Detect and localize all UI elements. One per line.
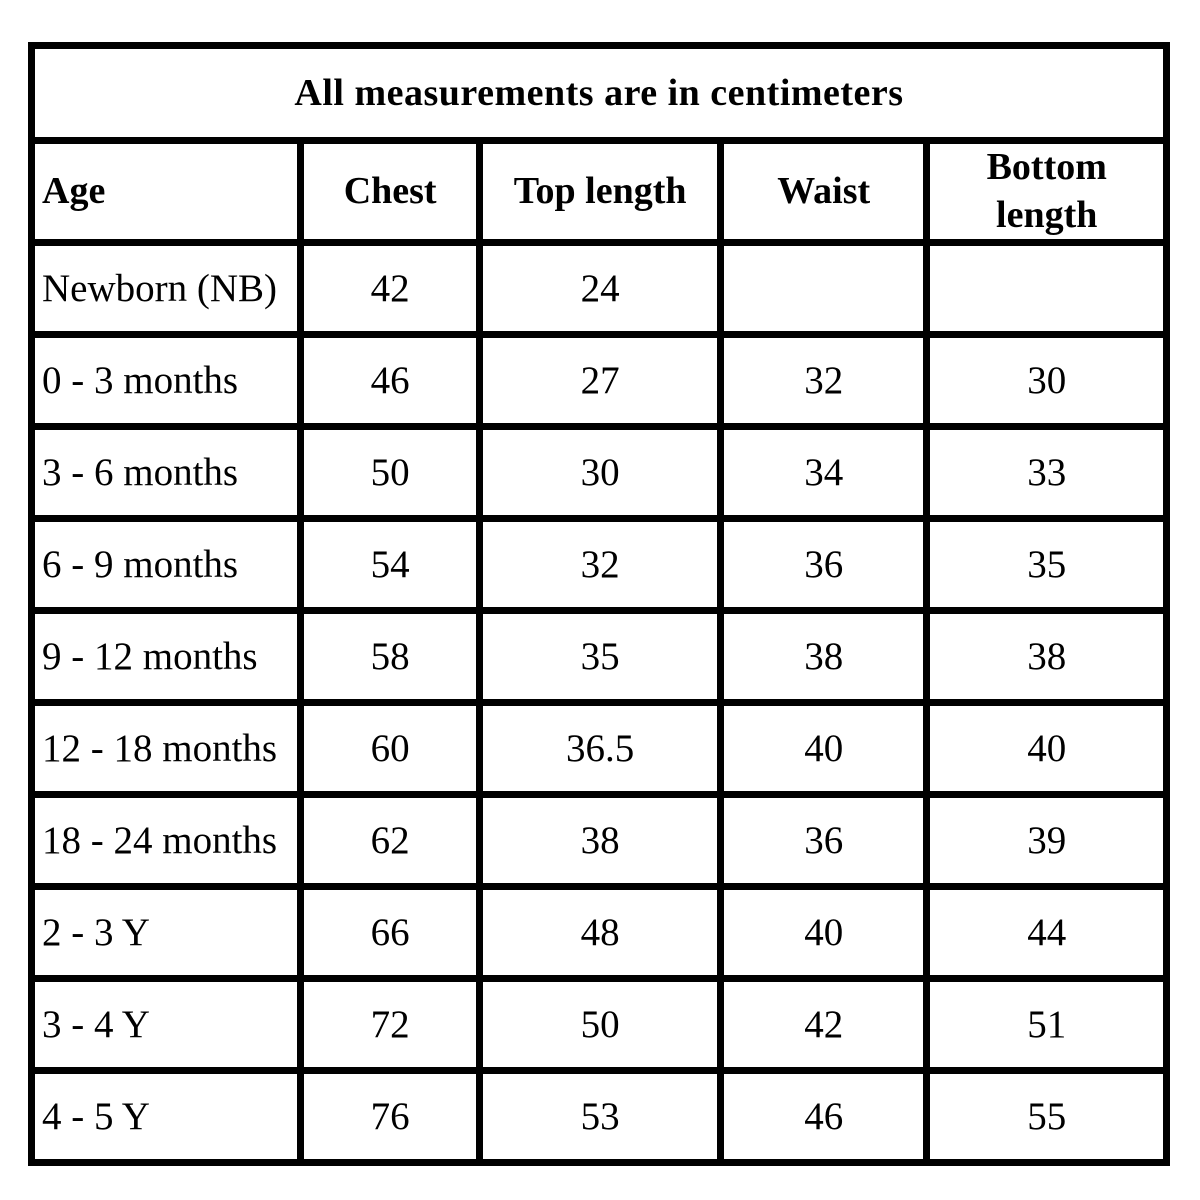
- top-length-cell: 36.5: [476, 699, 724, 798]
- waist-cell: 34: [716, 423, 931, 522]
- bottom-length-cell: 55: [923, 1067, 1170, 1166]
- table-row: 0 - 3 months 46 27 32 30: [28, 331, 1170, 430]
- table-title-row: All measurements are in centimeters: [28, 42, 1170, 144]
- table-row: 9 - 12 months 58 35 38 38: [28, 607, 1170, 706]
- top-length-cell: 30: [476, 423, 724, 522]
- top-length-cell: 35: [476, 607, 724, 706]
- bottom-length-cell: 44: [923, 883, 1170, 982]
- top-length-cell: 24: [476, 239, 724, 338]
- chest-cell: 46: [296, 331, 484, 430]
- top-length-cell: 27: [476, 331, 724, 430]
- bottom-length-cell: 38: [923, 607, 1170, 706]
- top-length-cell: 50: [476, 975, 724, 1074]
- size-chart-table: All measurements are in centimeters Age …: [28, 42, 1170, 1166]
- waist-cell: 40: [716, 883, 931, 982]
- chest-cell: 76: [296, 1067, 484, 1166]
- table-title: All measurements are in centimeters: [28, 42, 1170, 144]
- chest-cell: 54: [296, 515, 484, 614]
- bottom-length-cell: 40: [923, 699, 1170, 798]
- waist-cell: 38: [716, 607, 931, 706]
- chest-cell: 50: [296, 423, 484, 522]
- table-row: 4 - 5 Y 76 53 46 55: [28, 1067, 1170, 1166]
- header-chest: Chest: [296, 137, 484, 246]
- age-cell: Newborn (NB): [28, 239, 304, 338]
- waist-cell: 40: [716, 699, 931, 798]
- waist-cell: [716, 239, 931, 338]
- age-cell: 18 - 24 months: [28, 791, 304, 890]
- waist-cell: 46: [716, 1067, 931, 1166]
- top-length-cell: 38: [476, 791, 724, 890]
- age-cell: 0 - 3 months: [28, 331, 304, 430]
- header-age: Age: [28, 137, 304, 246]
- waist-cell: 36: [716, 791, 931, 890]
- table-row: 18 - 24 months 62 38 36 39: [28, 791, 1170, 890]
- header-waist: Waist: [716, 137, 931, 246]
- age-cell: 4 - 5 Y: [28, 1067, 304, 1166]
- bottom-length-cell: 35: [923, 515, 1170, 614]
- top-length-cell: 53: [476, 1067, 724, 1166]
- age-cell: 12 - 18 months: [28, 699, 304, 798]
- age-cell: 3 - 6 months: [28, 423, 304, 522]
- waist-cell: 32: [716, 331, 931, 430]
- table-row: 12 - 18 months 60 36.5 40 40: [28, 699, 1170, 798]
- age-cell: 3 - 4 Y: [28, 975, 304, 1074]
- age-cell: 2 - 3 Y: [28, 883, 304, 982]
- top-length-cell: 48: [476, 883, 724, 982]
- table-header-row: Age Chest Top length Waist Bottom length: [28, 137, 1170, 246]
- chest-cell: 42: [296, 239, 484, 338]
- chest-cell: 58: [296, 607, 484, 706]
- chest-cell: 60: [296, 699, 484, 798]
- bottom-length-cell: 33: [923, 423, 1170, 522]
- header-bottom-length-label: Bottom length: [986, 146, 1107, 236]
- bottom-length-cell: [923, 239, 1170, 338]
- top-length-cell: 32: [476, 515, 724, 614]
- chest-cell: 66: [296, 883, 484, 982]
- chest-cell: 62: [296, 791, 484, 890]
- age-cell: 9 - 12 months: [28, 607, 304, 706]
- header-bottom-length: Bottom length: [923, 137, 1170, 246]
- bottom-length-cell: 51: [923, 975, 1170, 1074]
- table-row: 3 - 6 months 50 30 34 33: [28, 423, 1170, 522]
- table-row: 6 - 9 months 54 32 36 35: [28, 515, 1170, 614]
- header-top-length: Top length: [476, 137, 724, 246]
- table-row: 2 - 3 Y 66 48 40 44: [28, 883, 1170, 982]
- bottom-length-cell: 30: [923, 331, 1170, 430]
- table-row: Newborn (NB) 42 24: [28, 239, 1170, 338]
- age-cell: 6 - 9 months: [28, 515, 304, 614]
- table-row: 3 - 4 Y 72 50 42 51: [28, 975, 1170, 1074]
- bottom-length-cell: 39: [923, 791, 1170, 890]
- waist-cell: 42: [716, 975, 931, 1074]
- chest-cell: 72: [296, 975, 484, 1074]
- waist-cell: 36: [716, 515, 931, 614]
